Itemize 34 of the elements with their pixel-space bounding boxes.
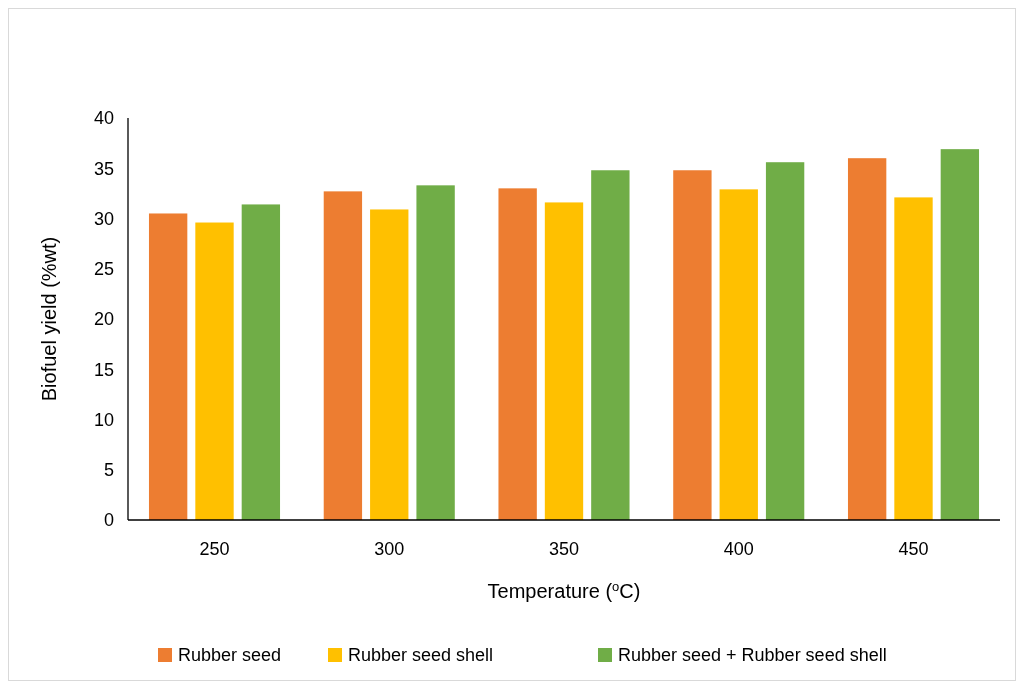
- y-tick-label: 30: [93, 208, 114, 229]
- x-tick-label: 250: [199, 539, 230, 559]
- x-axis-title: Temperature ($^{o}$C): [487, 578, 641, 602]
- x-tick-label: 350: [548, 539, 580, 559]
- y-tick-label: 10: [93, 409, 114, 430]
- y-tick-label: 15: [93, 359, 114, 380]
- legend-label: Rubber seed + Rubber seed shell: [618, 645, 887, 666]
- y-tick-label: 40: [93, 108, 114, 129]
- legend-label: Rubber seed shell: [348, 645, 494, 666]
- x-tick-label: 450: [898, 539, 929, 559]
- y-tick-label: 0: [103, 510, 114, 531]
- y-axis-title: Biofuel yield (%wt): [38, 236, 60, 402]
- bar: [940, 149, 980, 520]
- bar: [241, 204, 281, 520]
- bar: [323, 191, 363, 520]
- y-tick-label: 35: [93, 158, 114, 179]
- bar: [498, 188, 537, 520]
- y-tick-label: 20: [93, 309, 114, 330]
- y-tick-label: 25: [93, 259, 114, 280]
- bar: [719, 189, 758, 520]
- bar: [591, 170, 630, 520]
- bar: [148, 213, 188, 520]
- x-tick-label: 300: [374, 539, 405, 559]
- bar: [673, 170, 712, 520]
- bar: [416, 185, 455, 520]
- bar: [847, 158, 887, 520]
- x-tick-label: 400: [723, 539, 754, 559]
- bar: [195, 222, 234, 520]
- bar: [370, 209, 409, 520]
- bar: [544, 202, 584, 520]
- bar: [765, 162, 805, 520]
- bar: [894, 197, 933, 520]
- y-tick-label: 5: [103, 460, 114, 481]
- legend-label: Rubber seed: [178, 645, 282, 666]
